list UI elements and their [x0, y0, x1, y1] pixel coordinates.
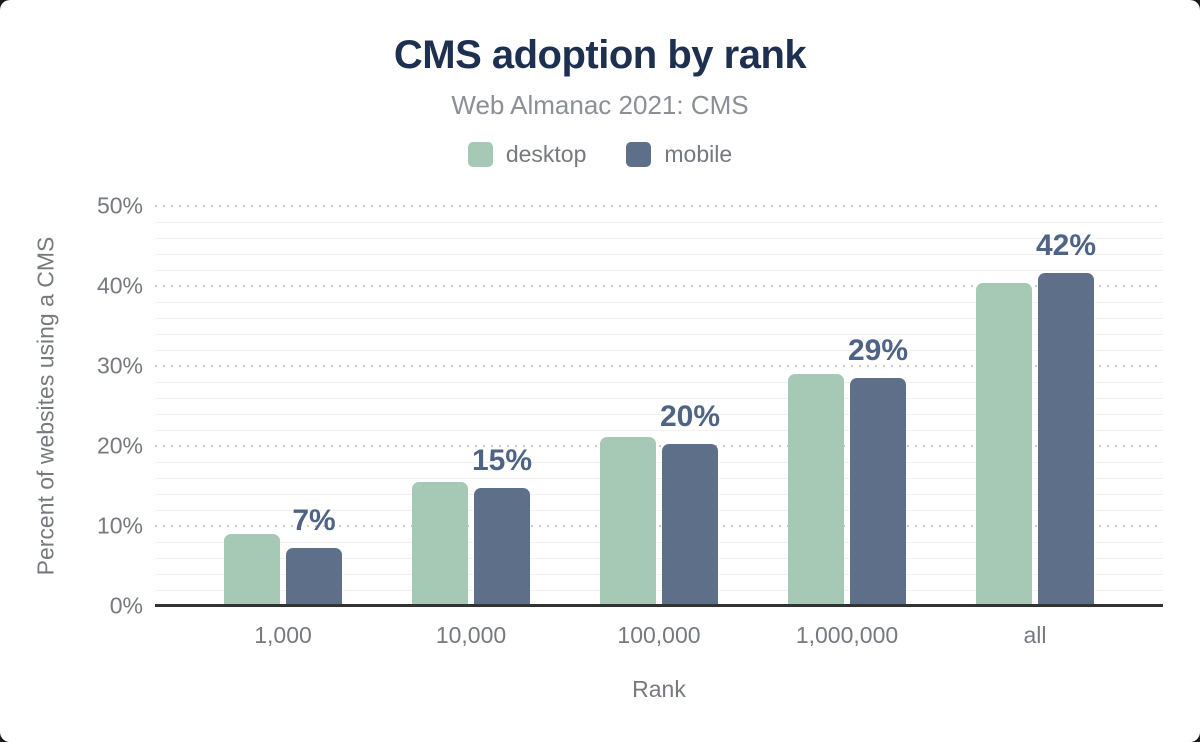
bar-value-label: 20%: [659, 399, 721, 433]
x-tick-label: 100,000: [617, 622, 701, 648]
legend-swatch-desktop: [467, 142, 493, 167]
bar-pair: [941, 206, 1129, 606]
minor-gridline: [155, 510, 1163, 511]
minor-gridline: [155, 382, 1163, 383]
mobile-bar[interactable]: [474, 487, 530, 606]
major-gridline: [155, 365, 1163, 367]
y-axis-title: Percent of websites using a CMS: [32, 236, 59, 576]
mobile-bar[interactable]: [1038, 273, 1094, 606]
category-band: 7% 1,000: [189, 206, 377, 648]
minor-gridline: [155, 494, 1163, 495]
mobile-bar[interactable]: [662, 443, 718, 606]
bar-pair: [565, 206, 753, 606]
x-tick-label: 10,000: [435, 622, 507, 648]
minor-gridline: [155, 254, 1163, 255]
bar-value-label: 7%: [292, 503, 336, 537]
minor-gridline: [155, 350, 1163, 351]
minor-gridline: [155, 318, 1163, 319]
mobile-bar[interactable]: [286, 547, 342, 606]
mobile-bar[interactable]: [850, 378, 906, 606]
bar-value-label: 42%: [1035, 229, 1097, 263]
minor-gridline: [155, 238, 1163, 239]
chart-title: CMS adoption by rank: [393, 33, 807, 77]
y-tick-label: 20%: [96, 432, 143, 459]
x-tick-label: 1,000: [254, 622, 312, 648]
x-axis-line: [155, 604, 1163, 607]
minor-gridline: [155, 302, 1163, 303]
minor-gridline: [155, 334, 1163, 335]
desktop-bar[interactable]: [976, 282, 1032, 606]
minor-gridline: [155, 462, 1163, 463]
minor-gridline: [155, 542, 1163, 543]
category-band: 29% 1,000,000: [753, 206, 941, 648]
major-gridline: [155, 445, 1163, 447]
legend-item-mobile[interactable]: mobile: [626, 141, 732, 168]
minor-gridline: [155, 590, 1163, 591]
minor-gridline: [155, 270, 1163, 271]
minor-gridline: [155, 574, 1163, 575]
bar-pair: [753, 206, 941, 606]
bar-pair: [377, 206, 565, 606]
bar-pair: [189, 206, 377, 606]
minor-gridline: [155, 222, 1163, 223]
minor-gridline: [155, 414, 1163, 415]
category-band: 20% 100,000: [565, 206, 753, 648]
minor-gridline: [155, 398, 1163, 399]
y-tick-label: 40%: [96, 272, 143, 299]
legend-swatch-mobile: [626, 142, 652, 167]
y-tick-label: 0%: [109, 592, 143, 619]
desktop-bar[interactable]: [412, 482, 468, 606]
chart-subtitle: Web Almanac 2021: CMS: [451, 90, 749, 120]
minor-gridline: [155, 430, 1163, 431]
desktop-bar[interactable]: [224, 534, 280, 606]
bar-value-label: 29%: [847, 334, 909, 367]
x-tick-label: all: [1023, 622, 1047, 648]
minor-gridline: [155, 478, 1163, 479]
category-bands: 7% 1,000 15% 10,000 20% 100,000 29% 1,000,000 42…: [189, 206, 1129, 648]
y-tick-label: 10%: [96, 512, 143, 539]
major-gridline: [155, 205, 1163, 207]
y-tick-label: 30%: [96, 352, 143, 379]
legend: desktop mobile: [0, 141, 1200, 168]
major-gridline: [155, 285, 1163, 287]
minor-gridline: [155, 558, 1163, 559]
y-tick-label: 50%: [96, 192, 143, 219]
x-tick-label: 1,000,000: [795, 622, 899, 648]
bar-value-label: 15%: [471, 443, 533, 477]
legend-label: mobile: [664, 141, 733, 167]
category-band: 15% 10,000: [377, 206, 565, 648]
legend-item-desktop[interactable]: desktop: [467, 141, 587, 168]
legend-label: desktop: [505, 141, 587, 167]
category-band: 42% all: [941, 206, 1129, 648]
plot-area: 7% 1,000 15% 10,000 20% 100,000 29% 1,000,000 42…: [155, 205, 1163, 648]
x-axis-title: Rank: [632, 676, 686, 702]
desktop-bar[interactable]: [600, 437, 656, 606]
major-gridline: [155, 525, 1163, 527]
desktop-bar[interactable]: [788, 374, 844, 606]
